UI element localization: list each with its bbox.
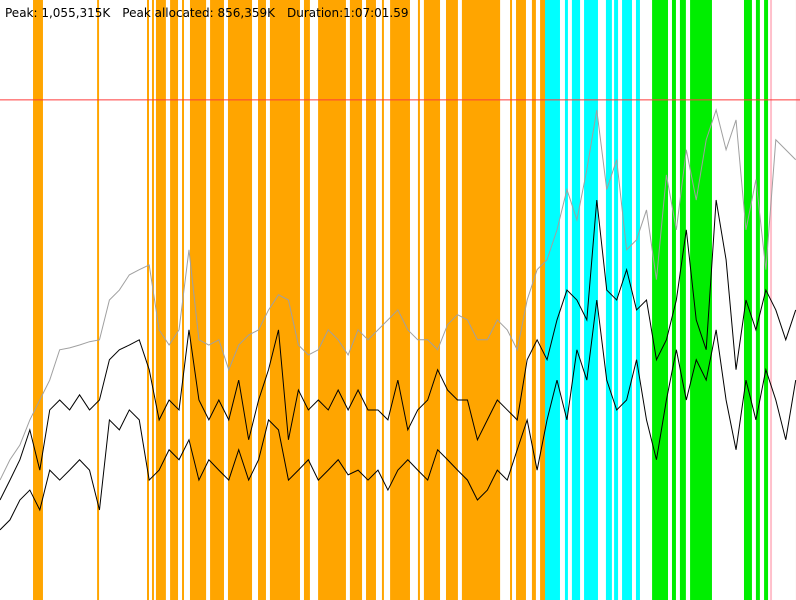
event-band	[170, 0, 179, 600]
event-band	[652, 0, 668, 600]
event-band	[564, 0, 568, 600]
event-band	[33, 0, 43, 600]
event-band	[381, 0, 384, 600]
event-band	[210, 0, 224, 600]
event-band	[227, 0, 253, 600]
event-band	[571, 0, 581, 600]
header: Peak: 1,055,315K Peak allocated: 856,359K…	[5, 6, 409, 20]
peak: Peak: 1,055,315K	[5, 6, 111, 20]
event-band	[516, 0, 526, 600]
event-band	[795, 0, 800, 600]
event-band	[461, 0, 501, 600]
event-band	[679, 0, 686, 600]
event-band	[189, 0, 207, 600]
event-bands	[33, 0, 800, 600]
event-band	[269, 0, 300, 600]
event-band	[155, 0, 166, 600]
event-band	[540, 0, 547, 600]
event-band	[743, 0, 752, 600]
event-band	[151, 0, 154, 600]
event-band	[671, 0, 676, 600]
event-band	[510, 0, 513, 600]
event-band	[258, 0, 266, 600]
event-band	[764, 0, 769, 600]
event-band	[390, 0, 410, 600]
event-band	[366, 0, 376, 600]
event-band	[417, 0, 420, 600]
event-band	[531, 0, 536, 600]
event-band	[303, 0, 310, 600]
event-band	[423, 0, 441, 600]
peak-allocated: Peak allocated: 856,359K	[122, 6, 276, 20]
event-band	[545, 0, 560, 600]
memory-line	[0, 299, 797, 531]
event-band	[97, 0, 100, 600]
memory-line	[0, 108, 797, 481]
event-band	[605, 0, 612, 600]
event-band	[755, 0, 760, 600]
memory-line	[0, 199, 797, 501]
event-band	[349, 0, 363, 600]
event-band	[635, 0, 640, 600]
event-band	[584, 0, 598, 600]
event-band	[445, 0, 458, 600]
event-band	[622, 0, 632, 600]
event-band	[318, 0, 346, 600]
event-band	[690, 0, 712, 600]
event-band	[147, 0, 149, 600]
memory-lines	[0, 99, 800, 531]
duration: Duration:1:07:01.59	[287, 6, 409, 20]
